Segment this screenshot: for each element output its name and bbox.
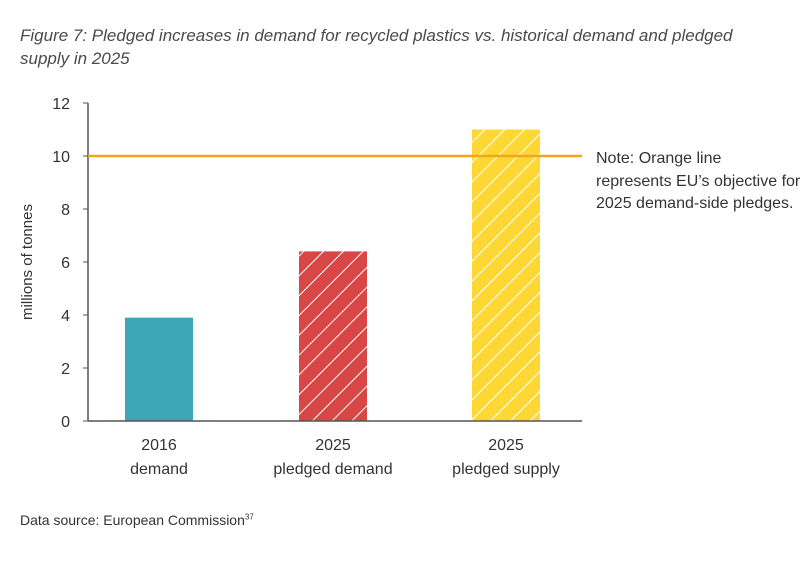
x-category-label: 2025 pledged demand	[273, 437, 392, 478]
x-category-label-line: 2025	[488, 437, 524, 454]
y-tick-label: 2	[61, 361, 70, 378]
y-tick-label: 12	[52, 96, 70, 113]
x-category-label: 2016 demand	[130, 437, 188, 478]
data-source: Data source: European Commission37	[20, 512, 254, 528]
bar-1	[125, 317, 193, 421]
target-line-note: Note: Orange line represents EU’s object…	[596, 150, 801, 212]
y-tick-label: 10	[52, 149, 70, 166]
bar-2	[299, 251, 367, 421]
x-category-label: 2025 pledged supply	[452, 437, 560, 478]
y-axis-ticks: 0 2 4 6 8 10 12	[52, 96, 88, 431]
x-category-label-line: pledged supply	[452, 461, 560, 478]
chart-title: Figure 7: Pledged increases in demand fo…	[20, 26, 733, 68]
x-category-label-line: pledged demand	[273, 461, 392, 478]
x-category-label-line: 2016	[141, 437, 177, 454]
x-category-label-line: 2025	[315, 437, 351, 454]
y-tick-label: 8	[61, 202, 70, 219]
data-source-text: Data source: European Commission	[20, 512, 245, 528]
y-axis-label: millions of tonnes	[19, 204, 36, 320]
x-axis-categories: 2016 demand 2025 pledged demand 2025 pledged …	[130, 437, 560, 478]
bars	[125, 129, 540, 421]
y-tick-label: 4	[61, 308, 70, 325]
x-category-label-line: demand	[130, 461, 188, 478]
data-source-footnote: 37	[244, 512, 254, 522]
y-tick-label: 6	[61, 255, 70, 272]
y-tick-label: 0	[61, 414, 70, 431]
bar-3	[472, 129, 540, 421]
